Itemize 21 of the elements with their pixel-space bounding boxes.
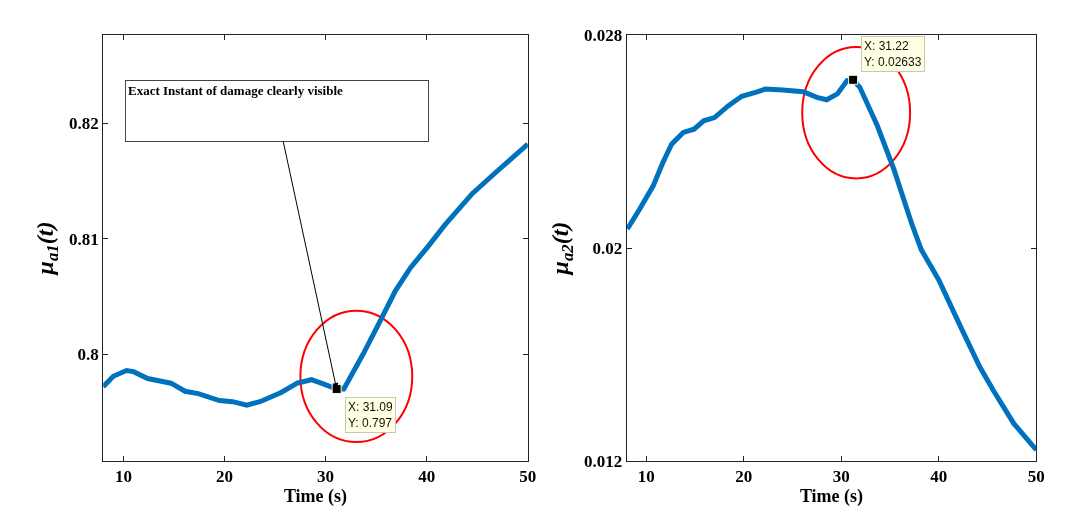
x-tick-label: 10 [114,466,132,486]
x-axis-title: Time (s) [283,486,348,508]
y-tick-label: 0.81 [69,229,99,249]
x-tick-label: 50 [519,466,537,486]
x-axis-title: Time (s) [799,486,864,508]
y-tick-label: 0.82 [69,114,99,134]
y-tick-label: 0.012 [584,451,623,471]
y-tick-label: 0.8 [77,345,99,365]
x-tick-label: 20 [216,466,234,486]
x-tick-label: 40 [418,466,436,486]
x-tick-label: 30 [832,466,850,486]
x-tick-label: 40 [930,466,948,486]
annotation: X: 31.22 Y: 0.02633 [864,39,922,69]
y-tick-label: 0.028 [584,26,623,46]
y-tick-label: 0.02 [592,238,623,258]
x-tick-label: 20 [735,466,753,486]
x-tick-label: 10 [637,466,655,486]
x-tick-label: 50 [1027,466,1045,486]
x-tick-label: 30 [317,466,335,486]
annotation: Exact Instant of damage clearly visible [128,83,344,98]
annotation: X: 31.09 Y: 0.797 [348,400,394,430]
